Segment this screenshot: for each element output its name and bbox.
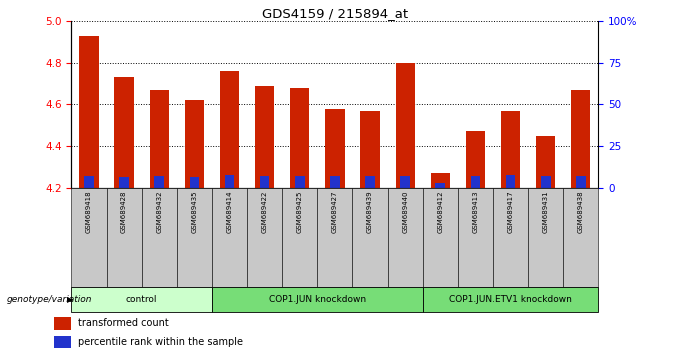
Bar: [325, 109, 345, 188]
Bar: [388, 188, 423, 287]
Text: GSM689432: GSM689432: [156, 190, 163, 233]
Bar: [185, 100, 204, 188]
Text: COP1.JUN.ETV1 knockdown: COP1.JUN.ETV1 knockdown: [449, 295, 572, 304]
Bar: [435, 183, 445, 188]
Text: GSM689412: GSM689412: [437, 190, 443, 233]
Text: control: control: [126, 295, 157, 304]
Text: percentile rank within the sample: percentile rank within the sample: [78, 337, 243, 347]
Text: ▶: ▶: [67, 295, 73, 304]
Text: GSM689440: GSM689440: [402, 190, 408, 233]
Bar: [541, 176, 551, 188]
Bar: [247, 188, 282, 287]
Bar: [141, 188, 177, 287]
Bar: [295, 176, 305, 188]
Bar: [224, 175, 235, 188]
Bar: [506, 175, 515, 188]
Bar: [71, 188, 107, 287]
Bar: [571, 90, 590, 188]
Bar: [220, 71, 239, 188]
Bar: [154, 176, 164, 188]
Bar: [212, 188, 247, 287]
Bar: [290, 88, 309, 188]
Text: GSM689435: GSM689435: [191, 190, 197, 233]
Text: GSM689413: GSM689413: [473, 190, 479, 233]
Bar: [330, 176, 340, 188]
Text: GSM689422: GSM689422: [262, 190, 268, 233]
Bar: [255, 86, 274, 188]
Bar: [396, 63, 415, 188]
Bar: [458, 188, 493, 287]
Bar: [493, 188, 528, 287]
Bar: [54, 336, 71, 348]
Text: GSM689438: GSM689438: [578, 190, 584, 233]
Bar: [466, 131, 485, 188]
Bar: [430, 173, 450, 188]
Text: COP1.JUN knockdown: COP1.JUN knockdown: [269, 295, 366, 304]
Bar: [471, 176, 480, 188]
Bar: [501, 111, 520, 188]
Text: GSM689431: GSM689431: [543, 190, 549, 233]
Text: GSM689418: GSM689418: [86, 190, 92, 233]
Bar: [84, 176, 94, 188]
Bar: [107, 188, 141, 287]
Text: GSM689417: GSM689417: [507, 190, 513, 233]
Bar: [260, 176, 269, 188]
Bar: [114, 78, 134, 188]
Text: GSM689414: GSM689414: [226, 190, 233, 233]
Bar: [80, 36, 99, 188]
Bar: [352, 188, 388, 287]
Bar: [423, 188, 458, 287]
Bar: [360, 111, 379, 188]
Bar: [401, 176, 410, 188]
Bar: [71, 287, 212, 312]
Bar: [318, 188, 352, 287]
Bar: [576, 176, 585, 188]
Bar: [190, 177, 199, 188]
Bar: [365, 176, 375, 188]
Bar: [150, 90, 169, 188]
Bar: [528, 188, 563, 287]
Title: GDS4159 / 215894_at: GDS4159 / 215894_at: [262, 7, 408, 20]
Bar: [212, 287, 423, 312]
Text: genotype/variation: genotype/variation: [7, 295, 92, 304]
Bar: [119, 177, 129, 188]
Bar: [423, 287, 598, 312]
Bar: [177, 188, 212, 287]
Bar: [282, 188, 318, 287]
Bar: [563, 188, 598, 287]
Text: GSM689427: GSM689427: [332, 190, 338, 233]
Bar: [54, 317, 71, 330]
Text: GSM689428: GSM689428: [121, 190, 127, 233]
Bar: [536, 136, 556, 188]
Text: GSM689425: GSM689425: [296, 190, 303, 233]
Text: transformed count: transformed count: [78, 318, 169, 329]
Text: GSM689439: GSM689439: [367, 190, 373, 233]
